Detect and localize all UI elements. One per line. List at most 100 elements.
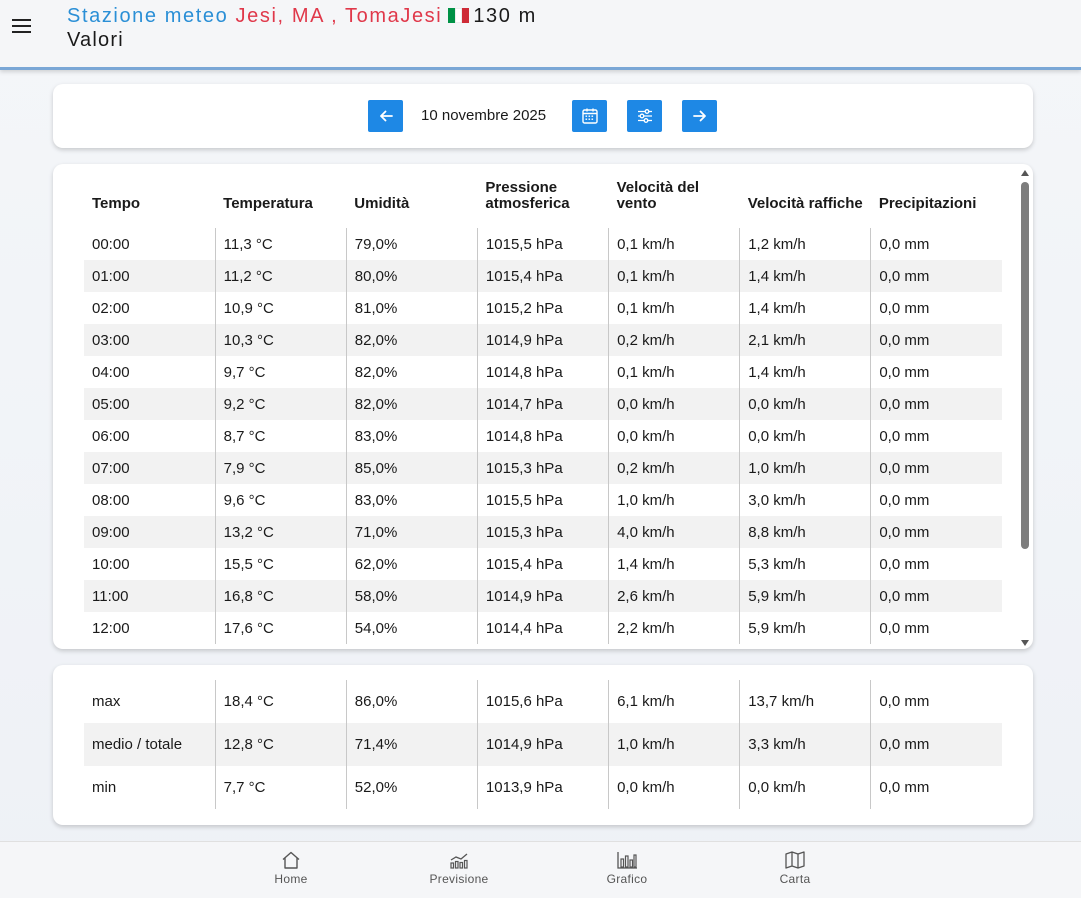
cell-temperature: 17,6 °C [214,612,347,644]
previous-day-button[interactable] [368,100,403,132]
cell-temperature: 8,7 °C [214,420,347,452]
page-title: Valori [67,29,124,51]
summary-label: max [92,693,121,710]
cell-pressure: 1014,4 hPa [476,612,609,644]
table-scrollbar[interactable] [1021,170,1029,646]
cell-precipitation: 0,0 mm [870,484,1002,516]
chart-icon [617,852,637,869]
column-header-gust-speed: Velocità raffiche [747,195,863,212]
summary-cell-precipitation: 0,0 mm [870,723,1002,766]
next-day-button[interactable] [682,100,717,132]
nav-label-map: Carta [779,872,811,886]
table-row: 09:00 13,2 °C 71,0% 1015,3 hPa 4,0 km/h 8,8 k… [84,516,1002,548]
cell-gust-speed: 1,4 km/h [739,260,871,292]
summary-label: medio / totale [84,723,216,766]
table-row: 01:00 11,2 °C 80,0% 1015,4 hPa 0,1 km/h 1,4 k… [84,260,1002,292]
summary-cell-pressure: 1015,6 hPa [476,680,609,723]
nav-item-map[interactable]: Carta [750,850,840,886]
cell-humidity: 82,0% [345,324,478,356]
date-navigation-card: 10 novembre 2025 [53,84,1033,148]
cell-humidity: 81,0% [345,292,478,324]
summary-table: max 18,4 °C 86,0% 1015,6 hPa 6,1 km/h 13,7 km… [84,680,1002,809]
cell-gust-speed: 1,4 km/h [739,356,871,388]
summary-cell-humidity: 52,0% [345,766,478,809]
cell-time: 05:00 [84,388,216,420]
nav-label-forecast: Previsione [429,872,489,886]
cell-humidity: 58,0% [345,580,478,612]
summary-row: medio / totale 12,8 °C 71,4% 1014,9 hPa 1,0 … [84,723,1002,766]
cell-humidity: 54,0% [345,612,478,644]
cell-temperature: 16,8 °C [214,580,347,612]
cell-temperature: 15,5 °C [214,548,347,580]
nav-item-forecast[interactable]: Previsione [414,850,504,886]
station-altitude: 130 m [473,5,537,27]
cell-time: 09:00 [84,516,216,548]
cell-temperature: 9,2 °C [214,388,347,420]
cell-time: 12:00 [92,619,130,637]
cell-gust-speed: 8,8 km/h [739,516,871,548]
cell-temperature: 10,9 °C [214,292,347,324]
summary-label: min [92,779,117,796]
nav-item-chart[interactable]: Grafico [582,850,672,886]
station-label: Stazione meteo [67,5,229,27]
cell-humidity: 82,0% [345,388,478,420]
cell-gust-speed: 1,2 km/h [739,228,871,260]
forecast-icon [450,853,468,869]
station-title: Stazione meteo Jesi, MA , TomaJesi 130 m [67,5,537,28]
cell-gust-speed: 5,3 km/h [739,548,871,580]
cell-precipitation: 0,0 mm [870,548,1002,580]
cell-gust-speed: 5,9 km/h [739,612,871,644]
cell-wind-speed: 2,2 km/h [608,612,740,644]
cell-pressure: 1015,4 hPa [476,548,609,580]
cell-time: 07:00 [84,452,216,484]
cell-precipitation: 0,0 mm [870,388,1002,420]
cell-temperature: 11,2 °C [214,260,347,292]
cell-time: 08:00 [92,491,130,509]
summary-cell-temperature: 18,4 °C [214,680,347,723]
cell-pressure: 1014,8 hPa [476,356,609,388]
summary-cell-wind-speed: 0,0 km/h [608,766,740,809]
cell-precipitation: 0,0 mm [870,612,1002,644]
cell-pressure: 1015,5 hPa [476,484,609,516]
table-row: 08:00 9,6 °C 83,0% 1015,5 hPa 1,0 km/h 3,0 km… [84,484,1002,516]
table-row: 12:00 17,6 °C 54,0% 1014,4 hPa 2,2 km/h 5,9 k… [84,612,1002,644]
table-row: 00:00 11,3 °C 79,0% 1015,5 hPa 0,1 km/h 1,2 k… [84,228,1002,260]
summary-cell-gust-speed: 13,7 km/h [739,680,871,723]
cell-pressure: 1015,3 hPa [476,516,609,548]
scroll-up-icon[interactable] [1021,170,1029,176]
cell-temperature: 13,2 °C [214,516,347,548]
scroll-down-icon[interactable] [1021,640,1029,646]
selected-date: 10 novembre 2025 [421,107,547,124]
cell-wind-speed: 0,1 km/h [608,356,740,388]
cell-temperature: 9,6 °C [214,484,347,516]
summary-cell-wind-speed: 6,1 km/h [608,680,740,723]
cell-humidity: 80,0% [345,260,478,292]
summary-cell-precipitation: 0,0 mm [870,680,1002,723]
calendar-button[interactable] [572,100,607,132]
arrow-right-icon [692,110,706,122]
cell-pressure: 1014,8 hPa [476,420,609,452]
calendar-icon [581,108,598,124]
table-header-row: Tempo Temperatura Umidità Pressione atmo… [84,164,1002,228]
cell-pressure: 1015,5 hPa [476,228,609,260]
hourly-data-table: Tempo Temperatura Umidità Pressione atmo… [84,164,1002,644]
table-row: 10:00 15,5 °C 62,0% 1015,4 hPa 1,4 km/h 5,3 k… [84,548,1002,580]
hourly-table-card: Tempo Temperatura Umidità Pressione atmo… [53,164,1033,649]
cell-precipitation: 0,0 mm [870,324,1002,356]
scrollbar-thumb[interactable] [1021,182,1029,549]
cell-pressure: 1014,9 hPa [476,580,609,612]
summary-row: min 7,7 °C 52,0% 1013,9 hPa 0,0 km/h 0,0 km/h… [84,766,1002,809]
table-row: 07:00 7,9 °C 85,0% 1015,3 hPa 0,2 km/h 1,0 km… [84,452,1002,484]
summary-cell-gust-speed: 0,0 km/h [739,766,871,809]
column-header-temperature: Temperatura [223,195,313,212]
cell-humidity: 62,0% [345,548,478,580]
cell-precipitation: 0,0 mm [870,260,1002,292]
cell-humidity: 82,0% [345,356,478,388]
filter-button[interactable] [627,100,662,132]
nav-item-home[interactable]: Home [246,850,336,886]
menu-icon[interactable] [12,19,32,35]
cell-gust-speed: 5,9 km/h [739,580,871,612]
cell-pressure: 1014,7 hPa [476,388,609,420]
cell-wind-speed: 0,0 km/h [608,420,740,452]
arrow-left-icon [379,110,393,122]
